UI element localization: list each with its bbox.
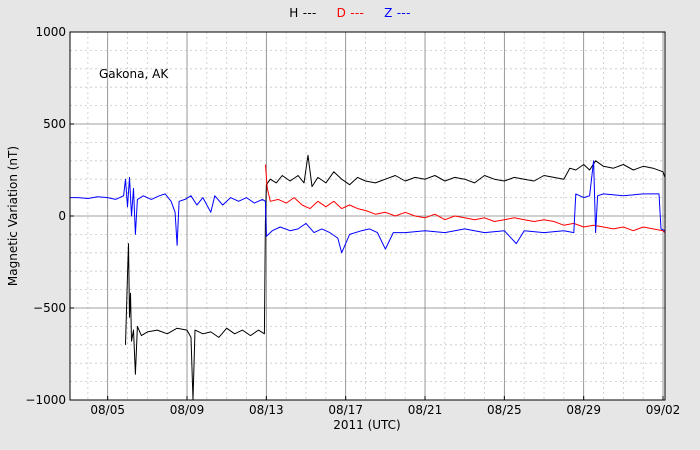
series-line-Z xyxy=(70,160,666,254)
x-tick-label: 08/25 xyxy=(487,403,522,417)
x-tick-label: 08/29 xyxy=(566,403,601,417)
y-tick-label: 0 xyxy=(58,209,66,223)
y-tick-label: 500 xyxy=(43,117,66,131)
series-line-D xyxy=(264,164,666,233)
station-annotation: Gakona, AK xyxy=(99,67,169,81)
chart-legend: H --- D --- Z --- xyxy=(0,6,700,20)
series-line-H xyxy=(125,154,666,401)
legend-item-2: Z --- xyxy=(384,6,411,20)
x-tick-label: 08/13 xyxy=(249,403,284,417)
x-tick-label: 08/17 xyxy=(328,403,363,417)
axis-ticks: 08/05 08/09 08/13 08/17 08/21 08/25 08/29 09/02… xyxy=(25,25,680,417)
x-tick-label: 08/05 xyxy=(90,403,125,417)
x-tick-label: 09/02 xyxy=(646,403,681,417)
y-tick-label: 1000 xyxy=(35,25,66,39)
series-layer xyxy=(70,154,666,401)
x-tick-label: 08/09 xyxy=(170,403,205,417)
legend-item-0: H --- xyxy=(289,6,317,20)
y-axis-title: Magnetic Variation (nT) xyxy=(6,146,20,286)
y-tick-label: −500 xyxy=(33,301,66,315)
x-tick-label: 08/21 xyxy=(408,403,443,417)
minor-grid xyxy=(70,32,665,400)
x-axis-title: 2011 (UTC) xyxy=(333,418,401,432)
legend-item-1: D --- xyxy=(336,6,365,20)
y-tick-label: −1000 xyxy=(25,393,66,407)
